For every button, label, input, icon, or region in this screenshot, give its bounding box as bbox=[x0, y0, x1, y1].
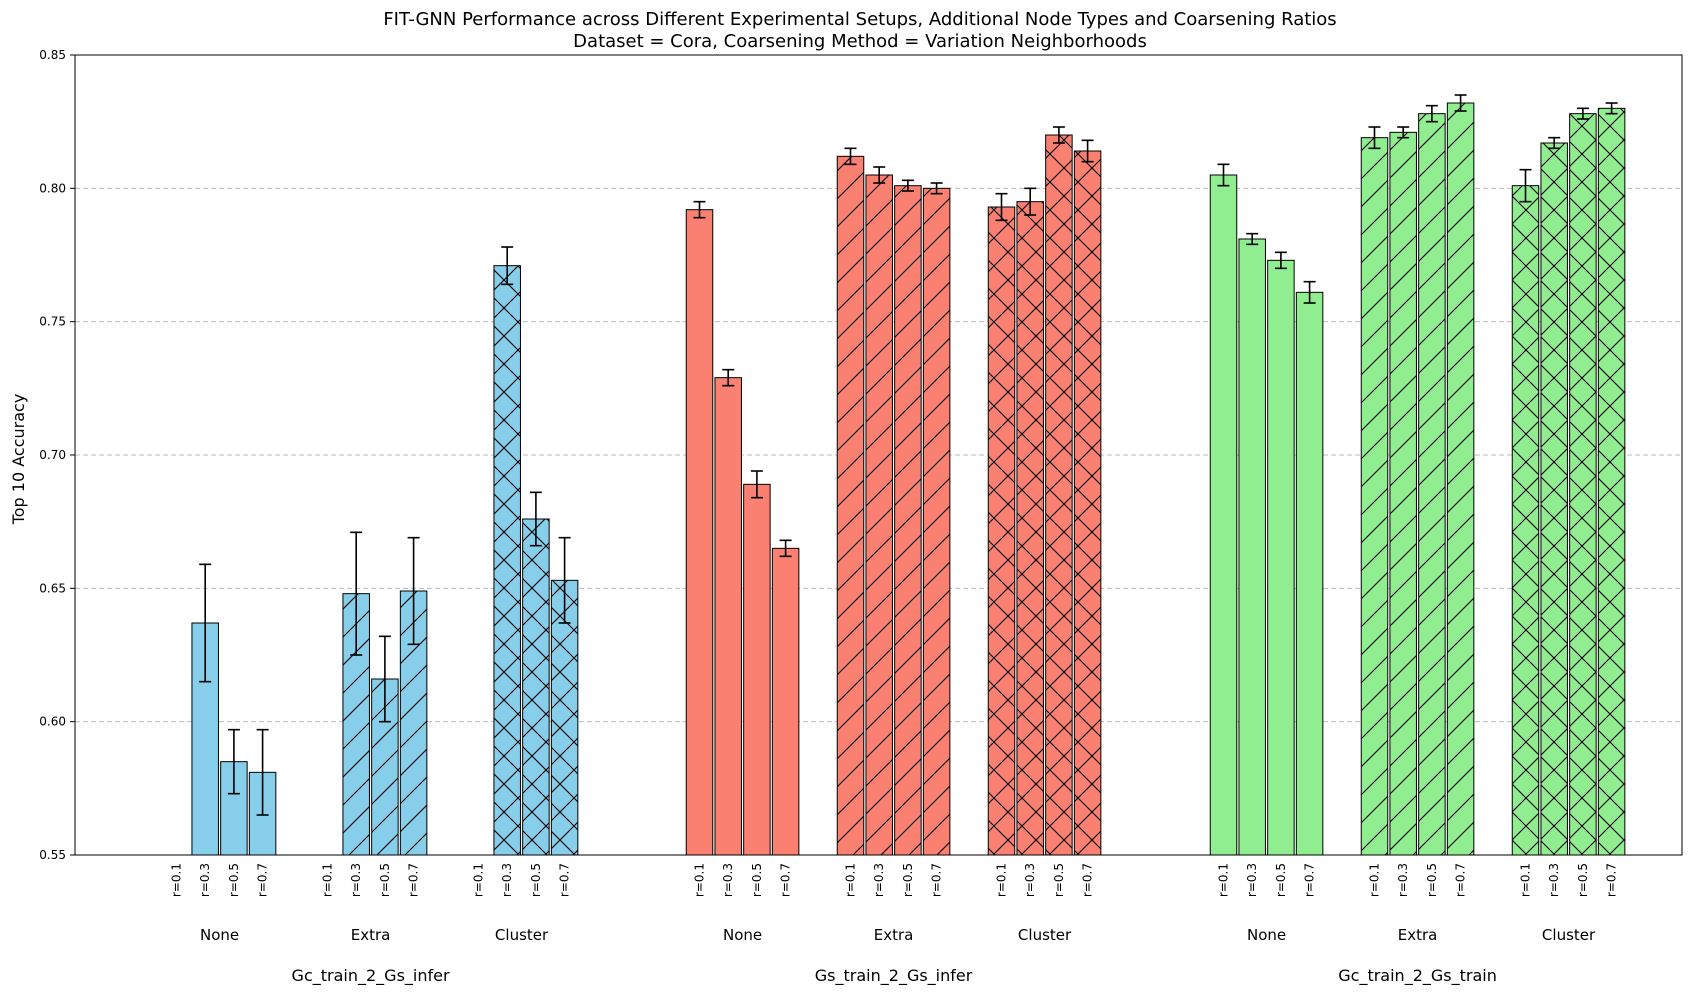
x-tick-label: r=0.1 bbox=[995, 863, 1009, 897]
y-tick-label: 0.70 bbox=[39, 448, 66, 462]
node-type-label: Cluster bbox=[1018, 926, 1072, 944]
bar-hatch bbox=[1389, 132, 1417, 856]
bar bbox=[686, 209, 713, 855]
bar-hatch bbox=[923, 188, 950, 856]
node-type-label: None bbox=[723, 926, 762, 944]
x-tick-label: r=0.5 bbox=[378, 863, 392, 897]
x-tick-label: r=0.1 bbox=[844, 863, 858, 897]
x-tick-label: r=0.3 bbox=[500, 863, 514, 897]
x-tick-label: r=0.3 bbox=[1245, 863, 1259, 897]
bar-hatch bbox=[1569, 113, 1597, 855]
x-tick-label: r=0.3 bbox=[1396, 863, 1410, 897]
bar-hatch bbox=[1598, 108, 1625, 856]
y-tick-label: 0.80 bbox=[39, 181, 66, 195]
x-tick-label: r=0.3 bbox=[721, 863, 735, 897]
x-tick-label: r=0.1 bbox=[472, 863, 486, 897]
x-tick-label: r=0.3 bbox=[872, 863, 886, 897]
x-axis-labels: r=0.1 r=0.3 r=0.5 r=0.7 None r=0.1 r=0.3 r=0.5 r… bbox=[170, 863, 1619, 986]
y-tick-label: 0.55 bbox=[39, 848, 66, 862]
bars bbox=[191, 102, 1626, 856]
x-tick-label: r=0.7 bbox=[1605, 863, 1619, 897]
node-type-label: Cluster bbox=[495, 926, 549, 944]
setup-label: Gs_train_2_Gs_infer bbox=[815, 966, 973, 986]
bar bbox=[1210, 175, 1237, 855]
setup-label: Gc_train_2_Gs_infer bbox=[292, 966, 450, 986]
bar bbox=[1296, 292, 1323, 855]
bar-hatch bbox=[1074, 151, 1101, 855]
y-tick-label: 0.65 bbox=[39, 581, 66, 595]
x-tick-label: r=0.7 bbox=[1454, 863, 1468, 897]
x-tick-label: r=0.3 bbox=[198, 863, 212, 897]
bar-hatch bbox=[493, 265, 521, 856]
x-tick-label: r=0.1 bbox=[321, 863, 335, 897]
x-tick-label: r=0.5 bbox=[750, 863, 764, 897]
bar bbox=[1238, 239, 1266, 855]
bar bbox=[714, 377, 742, 855]
x-tick-label: r=0.5 bbox=[1274, 863, 1288, 897]
x-tick-label: r=0.5 bbox=[1425, 863, 1439, 897]
chart-subtitle: Dataset = Cora, Coarsening Method = Vari… bbox=[573, 31, 1147, 52]
x-tick-label: r=0.7 bbox=[407, 863, 421, 897]
bar-hatch bbox=[551, 580, 578, 855]
x-tick-label: r=0.5 bbox=[1576, 863, 1590, 897]
x-tick-label: r=0.5 bbox=[901, 863, 915, 897]
bar-hatch bbox=[837, 156, 864, 856]
x-tick-label: r=0.1 bbox=[693, 863, 707, 897]
bar-hatch bbox=[1512, 185, 1539, 855]
bar-hatch bbox=[1045, 135, 1073, 855]
bar-hatch bbox=[988, 207, 1015, 855]
x-tick-label: r=0.1 bbox=[1217, 863, 1231, 897]
bar-hatch bbox=[894, 185, 922, 855]
x-tick-label: r=0.5 bbox=[529, 863, 543, 897]
setup-label: Gc_train_2_Gs_train bbox=[1338, 966, 1497, 986]
chart-title: FIT-GNN Performance across Different Exp… bbox=[383, 9, 1336, 30]
x-tick-label: r=0.7 bbox=[256, 863, 270, 897]
x-tick-label: r=0.5 bbox=[227, 863, 241, 897]
node-type-label: Cluster bbox=[1542, 926, 1596, 944]
bar bbox=[1267, 260, 1295, 855]
y-axis-title: Top 10 Accuracy bbox=[9, 394, 28, 526]
bar bbox=[743, 484, 771, 855]
bar-hatch bbox=[1418, 113, 1446, 855]
x-tick-label: r=0.3 bbox=[1023, 863, 1037, 897]
error-bars bbox=[199, 94, 1618, 816]
x-tick-label: r=0.1 bbox=[1519, 863, 1533, 897]
x-tick-label: r=0.7 bbox=[779, 863, 793, 897]
y-axis: 0.55 0.60 0.65 0.70 0.75 0.80 0.85 bbox=[39, 48, 75, 862]
node-type-label: Extra bbox=[874, 926, 914, 944]
bar-hatch bbox=[1540, 143, 1568, 855]
x-tick-label: r=0.7 bbox=[558, 863, 572, 897]
y-tick-label: 0.60 bbox=[39, 715, 66, 729]
x-tick-label: r=0.1 bbox=[170, 863, 184, 897]
x-tick-label: r=0.7 bbox=[930, 863, 944, 897]
bar bbox=[772, 548, 799, 855]
x-tick-label: r=0.5 bbox=[1052, 863, 1066, 897]
bar-hatch bbox=[865, 175, 893, 855]
x-tick-label: r=0.3 bbox=[1547, 863, 1561, 897]
bar-hatch bbox=[1016, 201, 1044, 855]
y-tick-label: 0.75 bbox=[39, 315, 66, 329]
bar-hatch bbox=[1447, 103, 1474, 855]
x-tick-label: r=0.7 bbox=[1081, 863, 1095, 897]
node-type-label: None bbox=[1247, 926, 1286, 944]
node-type-label: Extra bbox=[351, 926, 391, 944]
bar-hatch bbox=[522, 519, 550, 855]
y-tick-label: 0.85 bbox=[39, 48, 66, 62]
bar-hatch bbox=[1361, 137, 1388, 855]
node-type-label: None bbox=[200, 926, 239, 944]
x-tick-label: r=0.1 bbox=[1368, 863, 1382, 897]
x-tick-label: r=0.7 bbox=[1303, 863, 1317, 897]
x-tick-label: r=0.3 bbox=[349, 863, 363, 897]
node-type-label: Extra bbox=[1398, 926, 1438, 944]
